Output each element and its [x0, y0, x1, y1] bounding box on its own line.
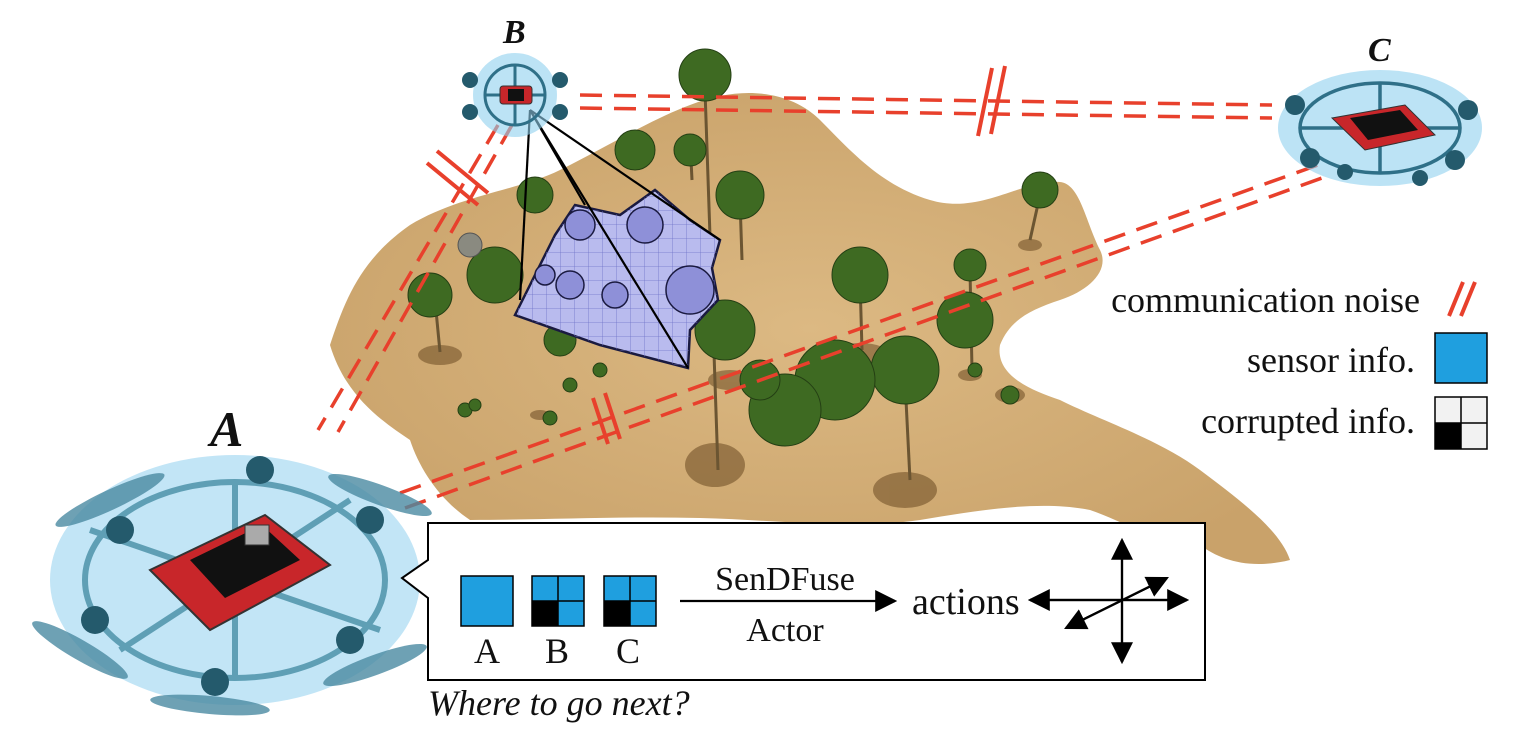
model-name-label: SenDFuse: [715, 561, 855, 598]
legend-corrupted-label: corrupted info.: [1201, 401, 1415, 441]
input-b-caption: B: [545, 631, 570, 671]
legend-noise-label: communication noise: [1111, 280, 1420, 320]
drone-b: [462, 53, 568, 137]
comm-links: [316, 93, 1323, 510]
input-c-swatch: [603, 575, 657, 627]
legend-sensor-label: sensor info.: [1247, 340, 1415, 380]
drone-a: [32, 455, 432, 716]
input-a-swatch: [460, 575, 514, 627]
question-caption: Where to go next?: [428, 683, 690, 723]
drone-a-label: A: [210, 401, 244, 457]
model-role-label: Actor: [746, 612, 824, 649]
noise-marks: [425, 65, 1007, 445]
drone-c-label: C: [1368, 32, 1391, 69]
drone-b-label: B: [503, 14, 526, 51]
action-arrows-icon: [1027, 537, 1190, 665]
legend-sensor-swatch: [1434, 332, 1488, 384]
drone-c: [1278, 70, 1482, 186]
tree-shadows: [418, 239, 1042, 508]
input-a-caption: A: [474, 631, 500, 671]
input-b-swatch: [531, 575, 585, 627]
legend-corrupt-swatch: [1434, 396, 1488, 450]
actions-label: actions: [912, 581, 1020, 623]
legend-noise-icon: [1447, 281, 1477, 317]
input-c-caption: C: [616, 631, 641, 671]
